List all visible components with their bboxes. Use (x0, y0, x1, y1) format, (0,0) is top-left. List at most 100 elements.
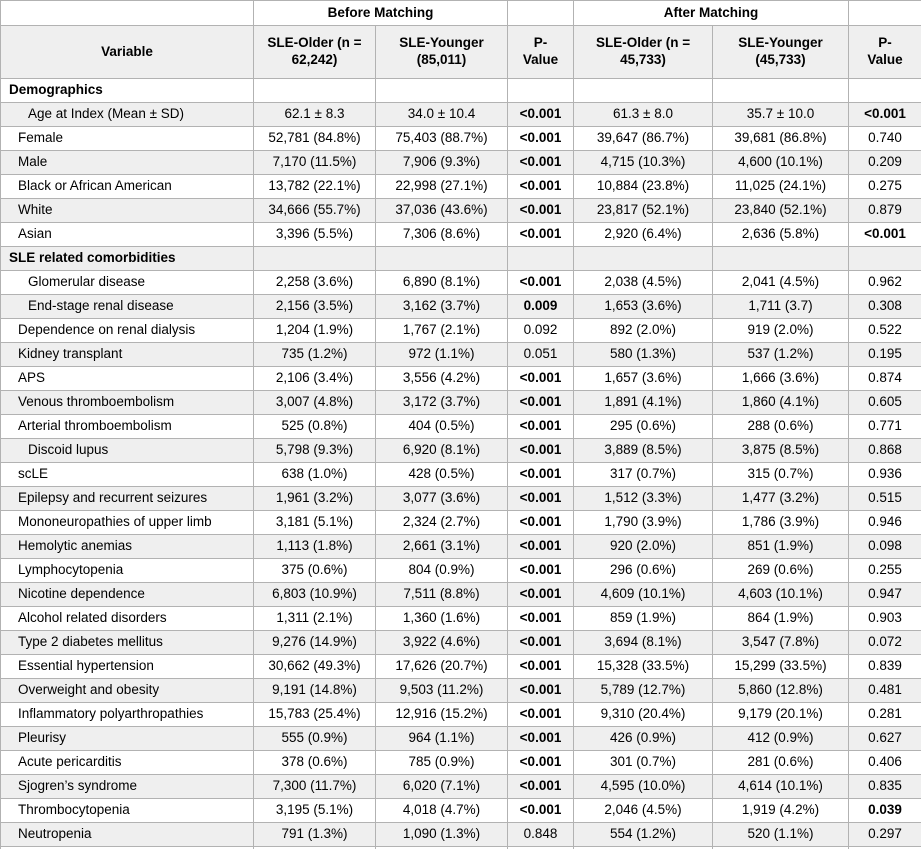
table-row: Glomerular disease 2,258 (3.6%) 6,890 (8.1… (0, 270, 921, 295)
value-cell: 3,875 (8.5%) (712, 438, 850, 463)
value-cell: 1,711 (3.7) (712, 294, 850, 319)
variable-cell: Demographics (0, 78, 254, 103)
value-cell: 1,891 (4.1%) (573, 390, 714, 415)
value-cell: 4,018 (4.7%) (374, 798, 509, 823)
value-cell: 920 (2.0%) (573, 534, 714, 559)
value-cell: 3,007 (4.8%) (253, 390, 376, 415)
table-row: Lymphocytopenia 375 (0.6%) 804 (0.9%) <0.00… (0, 558, 921, 583)
p-value-cell: 0.947 (848, 582, 921, 607)
value-cell: 785 (0.9%) (374, 750, 509, 775)
variable-cell: Female (0, 126, 254, 151)
value-cell: 9,503 (11.2%) (374, 678, 509, 703)
value-cell: 62.1 ± 8.3 (253, 102, 376, 127)
p-value-cell: <0.001 (507, 462, 575, 487)
value-cell (253, 246, 376, 271)
value-cell: 1,657 (3.6%) (573, 366, 714, 391)
column-header-sle-younger-before: SLE-Younger (85,011) (374, 25, 509, 79)
value-cell: 22,998 (27.1%) (374, 174, 509, 199)
table-row: APS 2,106 (3.4%) 3,556 (4.2%) <0.001 1,657 (… (0, 366, 921, 391)
value-cell: 37,036 (43.6%) (374, 198, 509, 223)
value-cell: 3,077 (3.6%) (374, 486, 509, 511)
column-header-sle-younger-after: SLE-Younger (45,733) (712, 25, 850, 79)
value-cell: 2,661 (3.1%) (374, 534, 509, 559)
value-cell: 892 (2.0%) (573, 318, 714, 343)
value-cell: 404 (0.5%) (374, 414, 509, 439)
p-value-cell: 0.874 (848, 366, 921, 391)
value-cell: 4,600 (10.1%) (712, 150, 850, 175)
value-cell (573, 246, 714, 271)
table-header: Before Matching After Matching Variable … (0, 0, 921, 79)
value-cell: 4,614 (10.1%) (712, 774, 850, 799)
value-cell: 75,403 (88.7%) (374, 126, 509, 151)
value-cell: 859 (1.9%) (573, 606, 714, 631)
value-cell: 1,090 (1.3%) (374, 822, 509, 847)
value-cell: 15,328 (33.5%) (573, 654, 714, 679)
p-value-cell: 0.092 (507, 318, 575, 343)
p-value-cell: <0.001 (507, 126, 575, 151)
value-cell: 6,803 (10.9%) (253, 582, 376, 607)
value-cell: 1,666 (3.6%) (712, 366, 850, 391)
value-cell: 5,860 (12.8%) (712, 678, 850, 703)
value-cell: 2,156 (3.5%) (253, 294, 376, 319)
group-header-row: Before Matching After Matching (0, 0, 921, 26)
value-cell: 7,300 (11.7%) (253, 774, 376, 799)
value-cell: 520 (1.1%) (712, 822, 850, 847)
column-header-pvalue-after: P-Value (848, 25, 921, 79)
column-header-pvalue-before: P-Value (507, 25, 575, 79)
value-cell (573, 78, 714, 103)
p-value-cell: <0.001 (507, 150, 575, 175)
value-cell: 972 (1.1%) (374, 342, 509, 367)
p-value-cell: <0.001 (507, 726, 575, 751)
variable-cell: Venous thromboembolism (0, 390, 254, 415)
p-value-cell: 0.051 (507, 342, 575, 367)
before-matching-group-header: Before Matching (252, 0, 509, 26)
value-cell: 2,258 (3.6%) (253, 270, 376, 295)
value-cell: 525 (0.8%) (253, 414, 376, 439)
value-cell: 301 (0.7%) (573, 750, 714, 775)
p-value-cell: <0.001 (848, 222, 921, 247)
p-value-cell: <0.001 (507, 510, 575, 535)
p-value-cell: <0.001 (507, 582, 575, 607)
p-value-cell: <0.001 (507, 198, 575, 223)
value-cell: 964 (1.1%) (374, 726, 509, 751)
table-row: Age at Index (Mean ± SD) 62.1 ± 8.3 34.0 ±… (0, 102, 921, 127)
value-cell: 1,311 (2.1%) (253, 606, 376, 631)
table-row: Sjogren’s syndrome 7,300 (11.7%) 6,020 (7.… (0, 774, 921, 799)
value-cell: 12,916 (15.2%) (374, 702, 509, 727)
value-cell: 3,172 (3.7%) (374, 390, 509, 415)
p-value-cell: <0.001 (507, 558, 575, 583)
value-cell: 851 (1.9%) (712, 534, 850, 559)
value-cell: 3,889 (8.5%) (573, 438, 714, 463)
value-cell: 10,884 (23.8%) (573, 174, 714, 199)
p-value-cell (507, 78, 575, 103)
value-cell (374, 846, 509, 849)
value-cell: 426 (0.9%) (573, 726, 714, 751)
value-cell: 39,647 (86.7%) (573, 126, 714, 151)
value-cell: 296 (0.6%) (573, 558, 714, 583)
value-cell: 378 (0.6%) (253, 750, 376, 775)
table-row: Female 52,781 (84.8%) 75,403 (88.7%) <0.001… (0, 126, 921, 151)
p-value-cell: <0.001 (848, 102, 921, 127)
value-cell: 11,025 (24.1%) (712, 174, 850, 199)
value-cell: 3,556 (4.2%) (374, 366, 509, 391)
value-cell (374, 246, 509, 271)
value-cell: 288 (0.6%) (712, 414, 850, 439)
value-cell: 6,920 (8.1%) (374, 438, 509, 463)
table-row: Venous thromboembolism 3,007 (4.8%) 3,172 … (0, 390, 921, 415)
value-cell: 4,715 (10.3%) (573, 150, 714, 175)
p-value-cell: <0.001 (507, 606, 575, 631)
p-value-cell: 0.308 (848, 294, 921, 319)
variable-cell: SLE related comorbidities (0, 246, 254, 271)
table-row: Mononeuropathies of upper limb 3,181 (5.1… (0, 510, 921, 535)
value-cell: 919 (2.0%) (712, 318, 850, 343)
variable-cell: Lymphocytopenia (0, 558, 254, 583)
section-row: Demographics (0, 78, 921, 103)
table-row: Alcohol related disorders 1,311 (2.1%) 1,3… (0, 606, 921, 631)
value-cell: 6,020 (7.1%) (374, 774, 509, 799)
table-row: Black or African American 13,782 (22.1%) 2… (0, 174, 921, 199)
variable-cell: Age at Index (Mean ± SD) (0, 102, 254, 127)
value-cell: 537 (1.2%) (712, 342, 850, 367)
value-cell: 735 (1.2%) (253, 342, 376, 367)
variable-cell: Dependence on renal dialysis (0, 318, 254, 343)
